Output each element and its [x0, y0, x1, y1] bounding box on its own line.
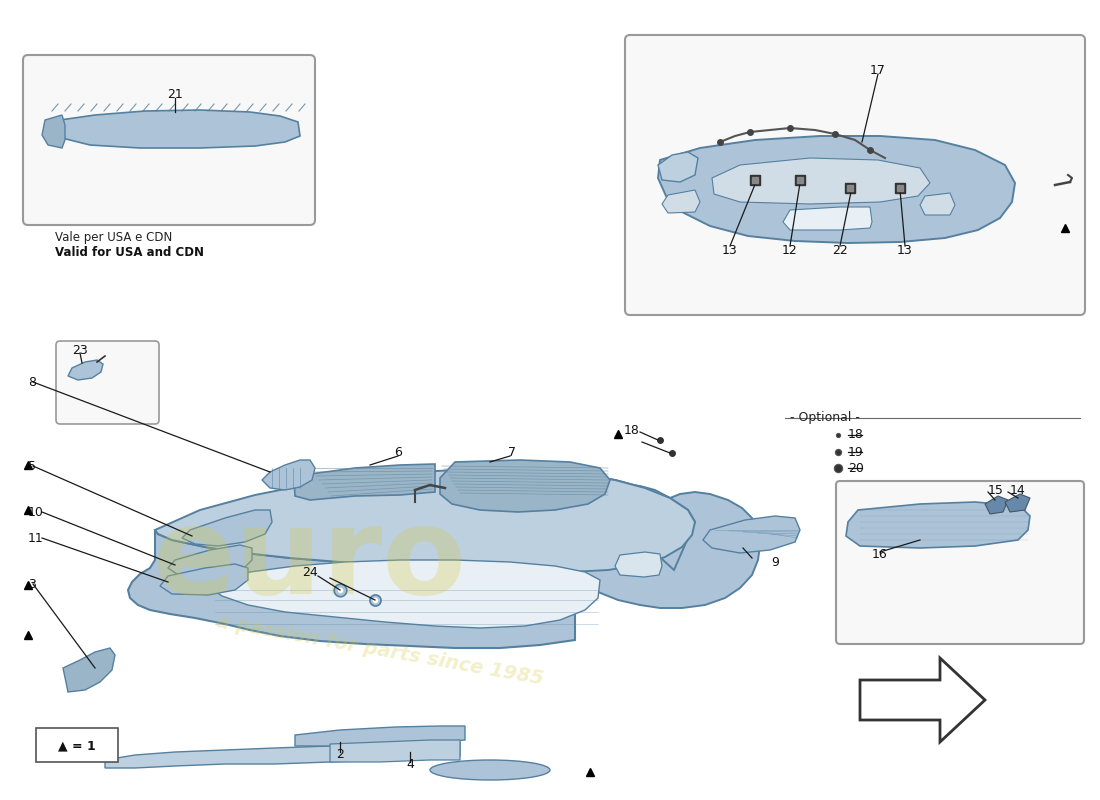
- Polygon shape: [712, 158, 930, 204]
- Text: 11: 11: [28, 531, 44, 545]
- Polygon shape: [783, 207, 872, 230]
- Polygon shape: [846, 502, 1030, 548]
- Text: 13: 13: [898, 243, 913, 257]
- Text: 20: 20: [848, 462, 864, 474]
- Text: 4: 4: [406, 758, 414, 771]
- Text: 3: 3: [28, 578, 36, 590]
- Polygon shape: [295, 726, 465, 746]
- Polygon shape: [294, 464, 434, 500]
- Text: 13: 13: [722, 243, 738, 257]
- Text: 5: 5: [28, 459, 36, 473]
- Polygon shape: [558, 484, 760, 608]
- Polygon shape: [984, 496, 1008, 514]
- Text: 8: 8: [28, 375, 36, 389]
- Polygon shape: [104, 742, 460, 768]
- Polygon shape: [658, 136, 1015, 243]
- Text: 18: 18: [624, 423, 640, 437]
- Ellipse shape: [430, 760, 550, 780]
- FancyBboxPatch shape: [625, 35, 1085, 315]
- Polygon shape: [1005, 494, 1030, 512]
- Polygon shape: [42, 115, 65, 148]
- FancyBboxPatch shape: [836, 481, 1084, 644]
- Polygon shape: [615, 552, 662, 577]
- Polygon shape: [182, 510, 272, 546]
- Text: 12: 12: [782, 243, 797, 257]
- Text: 10: 10: [28, 506, 44, 518]
- Polygon shape: [155, 470, 695, 572]
- Polygon shape: [160, 564, 248, 595]
- Polygon shape: [168, 545, 252, 576]
- Text: 9: 9: [771, 555, 779, 569]
- Polygon shape: [63, 648, 116, 692]
- Text: 16: 16: [872, 549, 888, 562]
- Text: Vale per USA e CDN: Vale per USA e CDN: [55, 231, 173, 245]
- Text: - Optional -: - Optional -: [790, 411, 860, 425]
- FancyBboxPatch shape: [56, 341, 160, 424]
- FancyBboxPatch shape: [23, 55, 315, 225]
- Text: 22: 22: [832, 243, 848, 257]
- Polygon shape: [45, 110, 300, 148]
- Polygon shape: [68, 360, 103, 380]
- Text: 21: 21: [167, 89, 183, 102]
- Text: 14: 14: [1010, 483, 1025, 497]
- Polygon shape: [658, 152, 698, 182]
- Polygon shape: [662, 190, 700, 213]
- Polygon shape: [330, 740, 460, 762]
- Polygon shape: [262, 460, 315, 490]
- Text: 2: 2: [337, 749, 344, 762]
- Text: 18: 18: [848, 429, 864, 442]
- Text: 6: 6: [394, 446, 402, 458]
- Text: a passion for parts since 1985: a passion for parts since 1985: [214, 612, 544, 688]
- Text: 15: 15: [988, 483, 1004, 497]
- Polygon shape: [440, 460, 610, 512]
- Polygon shape: [703, 516, 800, 553]
- Polygon shape: [860, 658, 984, 742]
- Text: 23: 23: [73, 343, 88, 357]
- Text: 19: 19: [848, 446, 864, 458]
- Text: ▲ = 1: ▲ = 1: [58, 739, 96, 753]
- Text: euro: euro: [153, 502, 468, 618]
- Text: 17: 17: [870, 63, 886, 77]
- FancyBboxPatch shape: [36, 728, 118, 762]
- Text: Valid for USA and CDN: Valid for USA and CDN: [55, 246, 204, 258]
- Polygon shape: [210, 560, 600, 628]
- Polygon shape: [920, 193, 955, 215]
- Polygon shape: [128, 474, 695, 648]
- Text: 7: 7: [508, 446, 516, 458]
- Text: 24: 24: [302, 566, 318, 578]
